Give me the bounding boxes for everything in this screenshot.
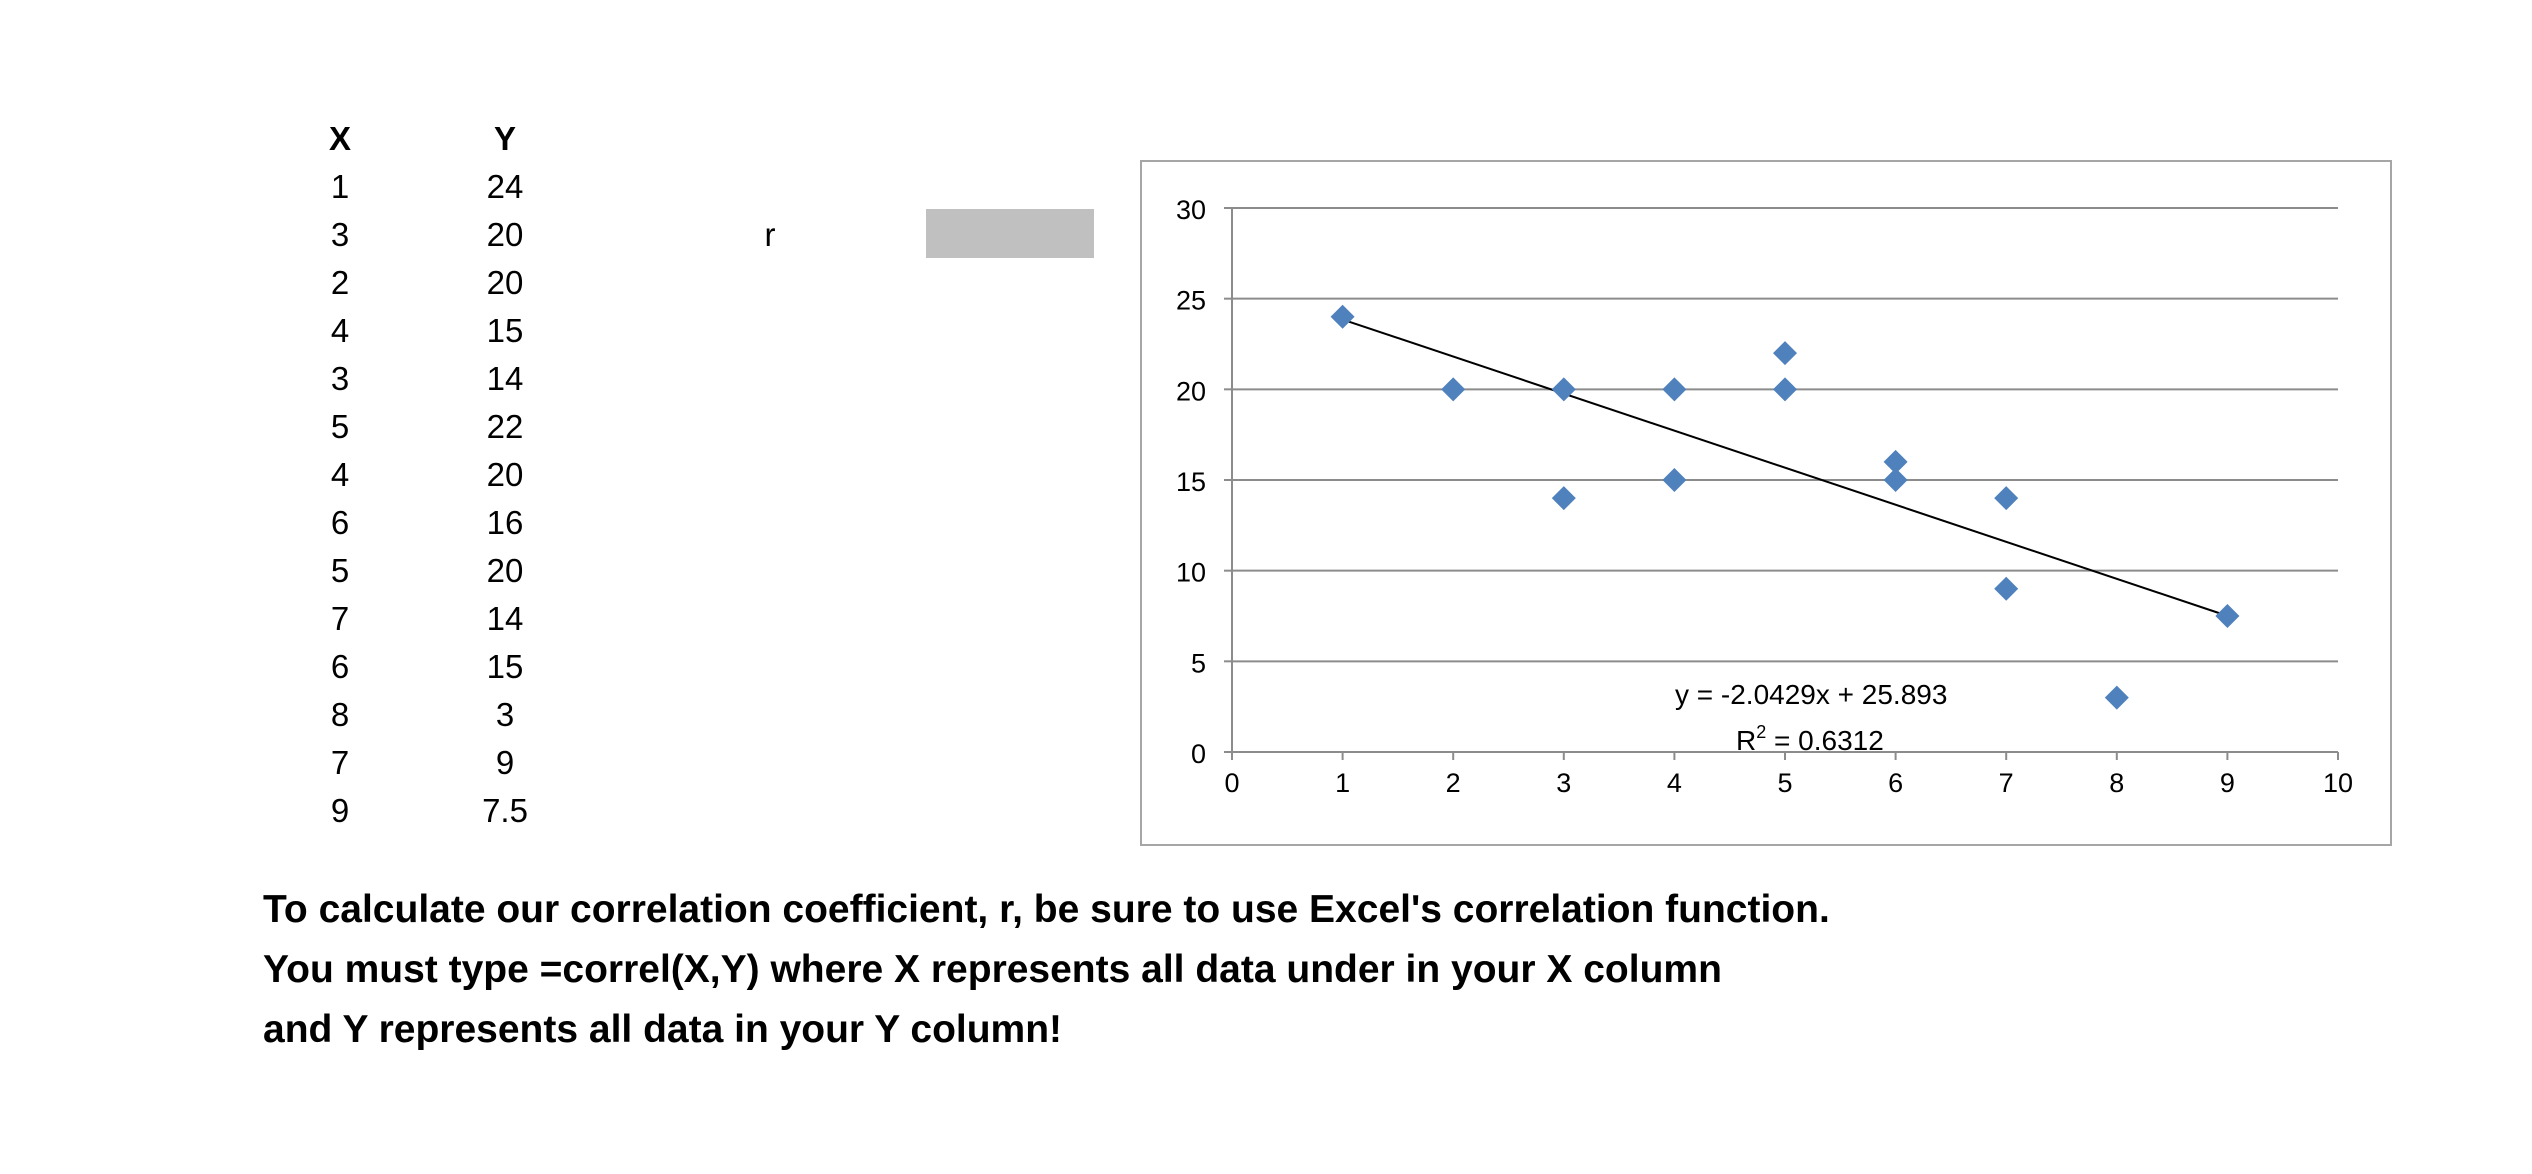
x-column-header[interactable]: X	[328, 120, 351, 157]
x-cell[interactable]: 4	[330, 312, 350, 349]
y-cell[interactable]: 15	[486, 312, 524, 349]
data-point[interactable]	[1773, 341, 1797, 366]
y-cell[interactable]: 20	[486, 552, 524, 589]
data-point[interactable]	[1441, 377, 1466, 402]
note-line: You must type =correl(X,Y) where X repre…	[263, 948, 1722, 991]
y-cell[interactable]: 14	[486, 360, 524, 397]
y-tick-label: 10	[1176, 558, 1206, 588]
x-cell[interactable]: 1	[330, 168, 350, 205]
note-line: To calculate our correlation coefficient…	[263, 888, 1830, 931]
x-cell[interactable]: 9	[330, 792, 350, 829]
data-point[interactable]	[1994, 576, 2019, 601]
y-tick-label: 25	[1176, 286, 1206, 316]
x-cell[interactable]: 6	[330, 504, 350, 541]
y-tick-label: 5	[1191, 648, 1206, 678]
y-column-header[interactable]: Y	[493, 120, 516, 157]
r-squared-superscript: 2	[1756, 722, 1766, 742]
y-tick-label: 20	[1176, 376, 1206, 406]
scatter-chart[interactable]: 0 5 10 15 20 25 30 0 1 2 3 4 5 6 7 8 9 10 y = -2.0429x + 2…	[1140, 160, 2392, 846]
x-cell[interactable]: 7	[330, 600, 350, 637]
x-cell[interactable]: 4	[330, 456, 350, 493]
x-tick-label: 10	[2323, 768, 2353, 798]
y-cell[interactable]: 20	[486, 216, 524, 253]
data-point[interactable]	[1773, 377, 1797, 402]
x-tick-label: 6	[1888, 768, 1903, 798]
data-point[interactable]	[2104, 685, 2129, 710]
data-point[interactable]	[1330, 304, 1355, 329]
y-cell[interactable]: 20	[486, 264, 524, 301]
y-cell[interactable]: 22	[486, 408, 524, 445]
chart-frame[interactable]	[1140, 160, 2392, 846]
data-point[interactable]	[1551, 486, 1576, 511]
instruction-note: To calculate our correlation coefficient…	[263, 880, 1830, 1060]
data-point[interactable]	[1883, 468, 1908, 492]
y-cell[interactable]: 3	[495, 696, 515, 733]
x-tick-label: 0	[1224, 768, 1239, 798]
x-tick-label: 3	[1556, 768, 1571, 798]
data-point[interactable]	[1551, 377, 1576, 402]
trendline-equation: y = -2.0429x + 25.893	[1675, 679, 1947, 710]
data-point[interactable]	[1662, 468, 1687, 492]
y-cell[interactable]: 14	[486, 600, 524, 637]
r-result-cell[interactable]	[926, 209, 1094, 258]
x-tick-label: 8	[2109, 768, 2124, 798]
x-tick-label: 4	[1667, 768, 1682, 798]
data-point[interactable]	[2215, 604, 2240, 628]
x-cell[interactable]: 8	[330, 696, 350, 733]
x-cell[interactable]: 5	[330, 552, 350, 589]
data-point[interactable]	[1662, 377, 1687, 402]
y-cell[interactable]: 7.5	[482, 792, 528, 829]
x-cell[interactable]: 3	[330, 216, 350, 253]
x-cell[interactable]: 6	[330, 648, 350, 685]
r-squared-label: R2 = 0.6312	[1736, 722, 1884, 756]
x-tick-label: 9	[2220, 768, 2235, 798]
data-point[interactable]	[1994, 486, 2019, 511]
y-cell[interactable]: 16	[486, 504, 524, 541]
data-point[interactable]	[1883, 449, 1908, 474]
x-tick-label: 5	[1777, 768, 1792, 798]
x-cell[interactable]: 2	[330, 264, 350, 301]
x-cell[interactable]: 3	[330, 360, 350, 397]
x-cell[interactable]: 7	[330, 744, 350, 781]
x-tick-label: 1	[1335, 768, 1350, 798]
trendline	[1342, 318, 2228, 617]
x-tick-label: 2	[1446, 768, 1461, 798]
r-squared-symbol: R	[1736, 725, 1756, 756]
x-tick-label: 7	[1999, 768, 2014, 798]
y-cell[interactable]: 9	[495, 744, 515, 781]
x-cell[interactable]: 5	[330, 408, 350, 445]
r-label[interactable]: r	[764, 216, 776, 253]
y-tick-label: 15	[1176, 467, 1206, 497]
y-tick-label: 30	[1176, 195, 1206, 225]
y-cell[interactable]: 15	[486, 648, 524, 685]
y-tick-label: 0	[1191, 739, 1206, 769]
y-cell[interactable]: 24	[486, 168, 524, 205]
r-squared-value: = 0.6312	[1766, 725, 1884, 756]
y-cell[interactable]: 20	[486, 456, 524, 493]
note-line: and Y represents all data in your Y colu…	[263, 1008, 1063, 1051]
